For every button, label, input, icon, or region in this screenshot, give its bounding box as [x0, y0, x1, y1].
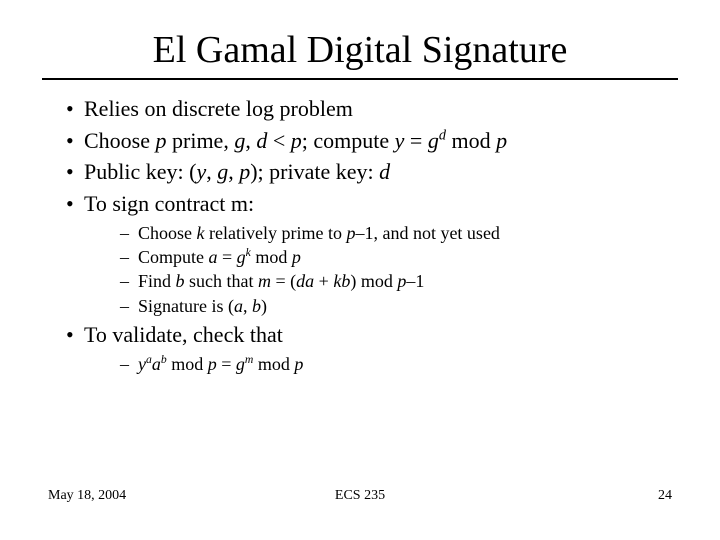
- bullet-text: To validate, check that: [84, 322, 283, 347]
- sub-bullets: yaab mod p = gm mod p: [84, 352, 672, 376]
- sub-bullet-item: Signature is (a, b): [120, 294, 672, 318]
- sub-bullet-item: Compute a = gk mod p: [120, 245, 672, 269]
- slide-title: El Gamal Digital Signature: [48, 28, 672, 72]
- slide: El Gamal Digital Signature Relies on dis…: [0, 0, 720, 540]
- bullet-item: To validate, check that yaab mod p = gm …: [66, 320, 672, 376]
- bullet-item: Relies on discrete log problem: [66, 94, 672, 124]
- main-bullets: Relies on discrete log problem Choose p …: [48, 94, 672, 376]
- sub-bullet-item: Choose k relatively prime to p–1, and no…: [120, 221, 672, 245]
- sub-bullet-item: yaab mod p = gm mod p: [120, 352, 672, 376]
- title-rule: [42, 78, 678, 80]
- footer-course: ECS 235: [48, 488, 672, 504]
- bullet-item: Choose p prime, g, d < p; compute y = gd…: [66, 126, 672, 156]
- bullet-item: Public key: (y, g, p); private key: d: [66, 157, 672, 187]
- footer: May 18, 2004 ECS 235 24: [48, 488, 672, 504]
- bullet-item: To sign contract m: Choose k relatively …: [66, 189, 672, 318]
- sub-bullets: Choose k relatively prime to p–1, and no…: [84, 221, 672, 318]
- sub-bullet-item: Find b such that m = (da + kb) mod p–1: [120, 269, 672, 293]
